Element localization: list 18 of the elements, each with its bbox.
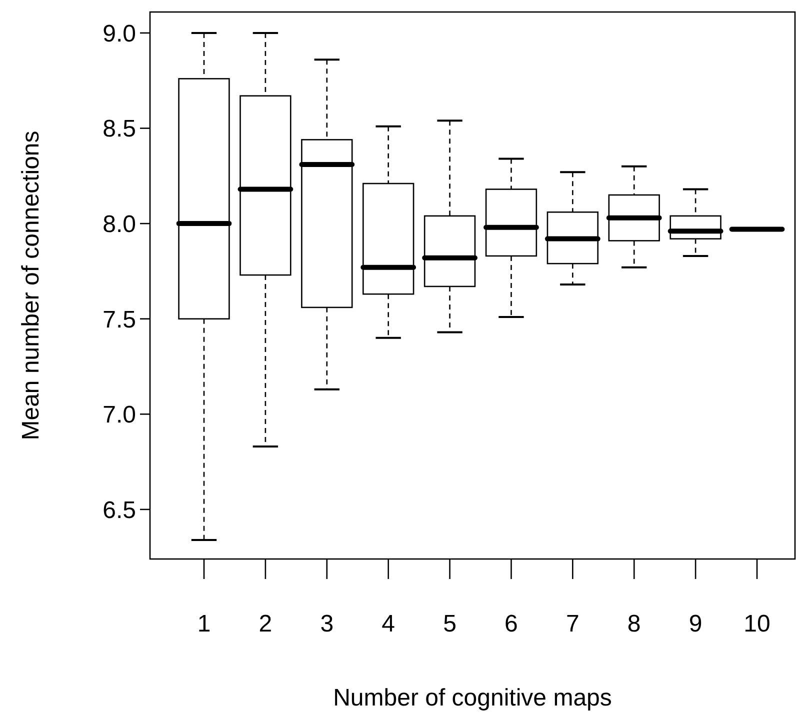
y-tick-label: 9.0 <box>102 20 136 48</box>
x-tick-label: 6 <box>504 610 518 638</box>
x-tick-label: 2 <box>258 610 272 638</box>
x-tick-label: 9 <box>688 610 702 638</box>
x-tick-label: 8 <box>627 610 641 638</box>
x-tick-label: 7 <box>566 610 580 638</box>
y-tick-label: 8.5 <box>102 116 136 143</box>
y-tick-label: 8.0 <box>102 210 136 238</box>
y-axis-title: Mean number of connections <box>17 130 44 440</box>
x-tick-label: 4 <box>382 610 396 638</box>
y-tick-label: 7.0 <box>102 402 136 429</box>
y-tick-label: 7.5 <box>102 306 136 334</box>
x-tick-label: 10 <box>744 610 770 638</box>
x-tick-label: 1 <box>197 610 211 638</box>
x-tick-label: 3 <box>320 610 334 638</box>
x-tick-label: 5 <box>443 610 456 638</box>
y-tick-label: 6.5 <box>102 496 136 524</box>
x-axis-title: Number of cognitive maps <box>333 684 612 712</box>
